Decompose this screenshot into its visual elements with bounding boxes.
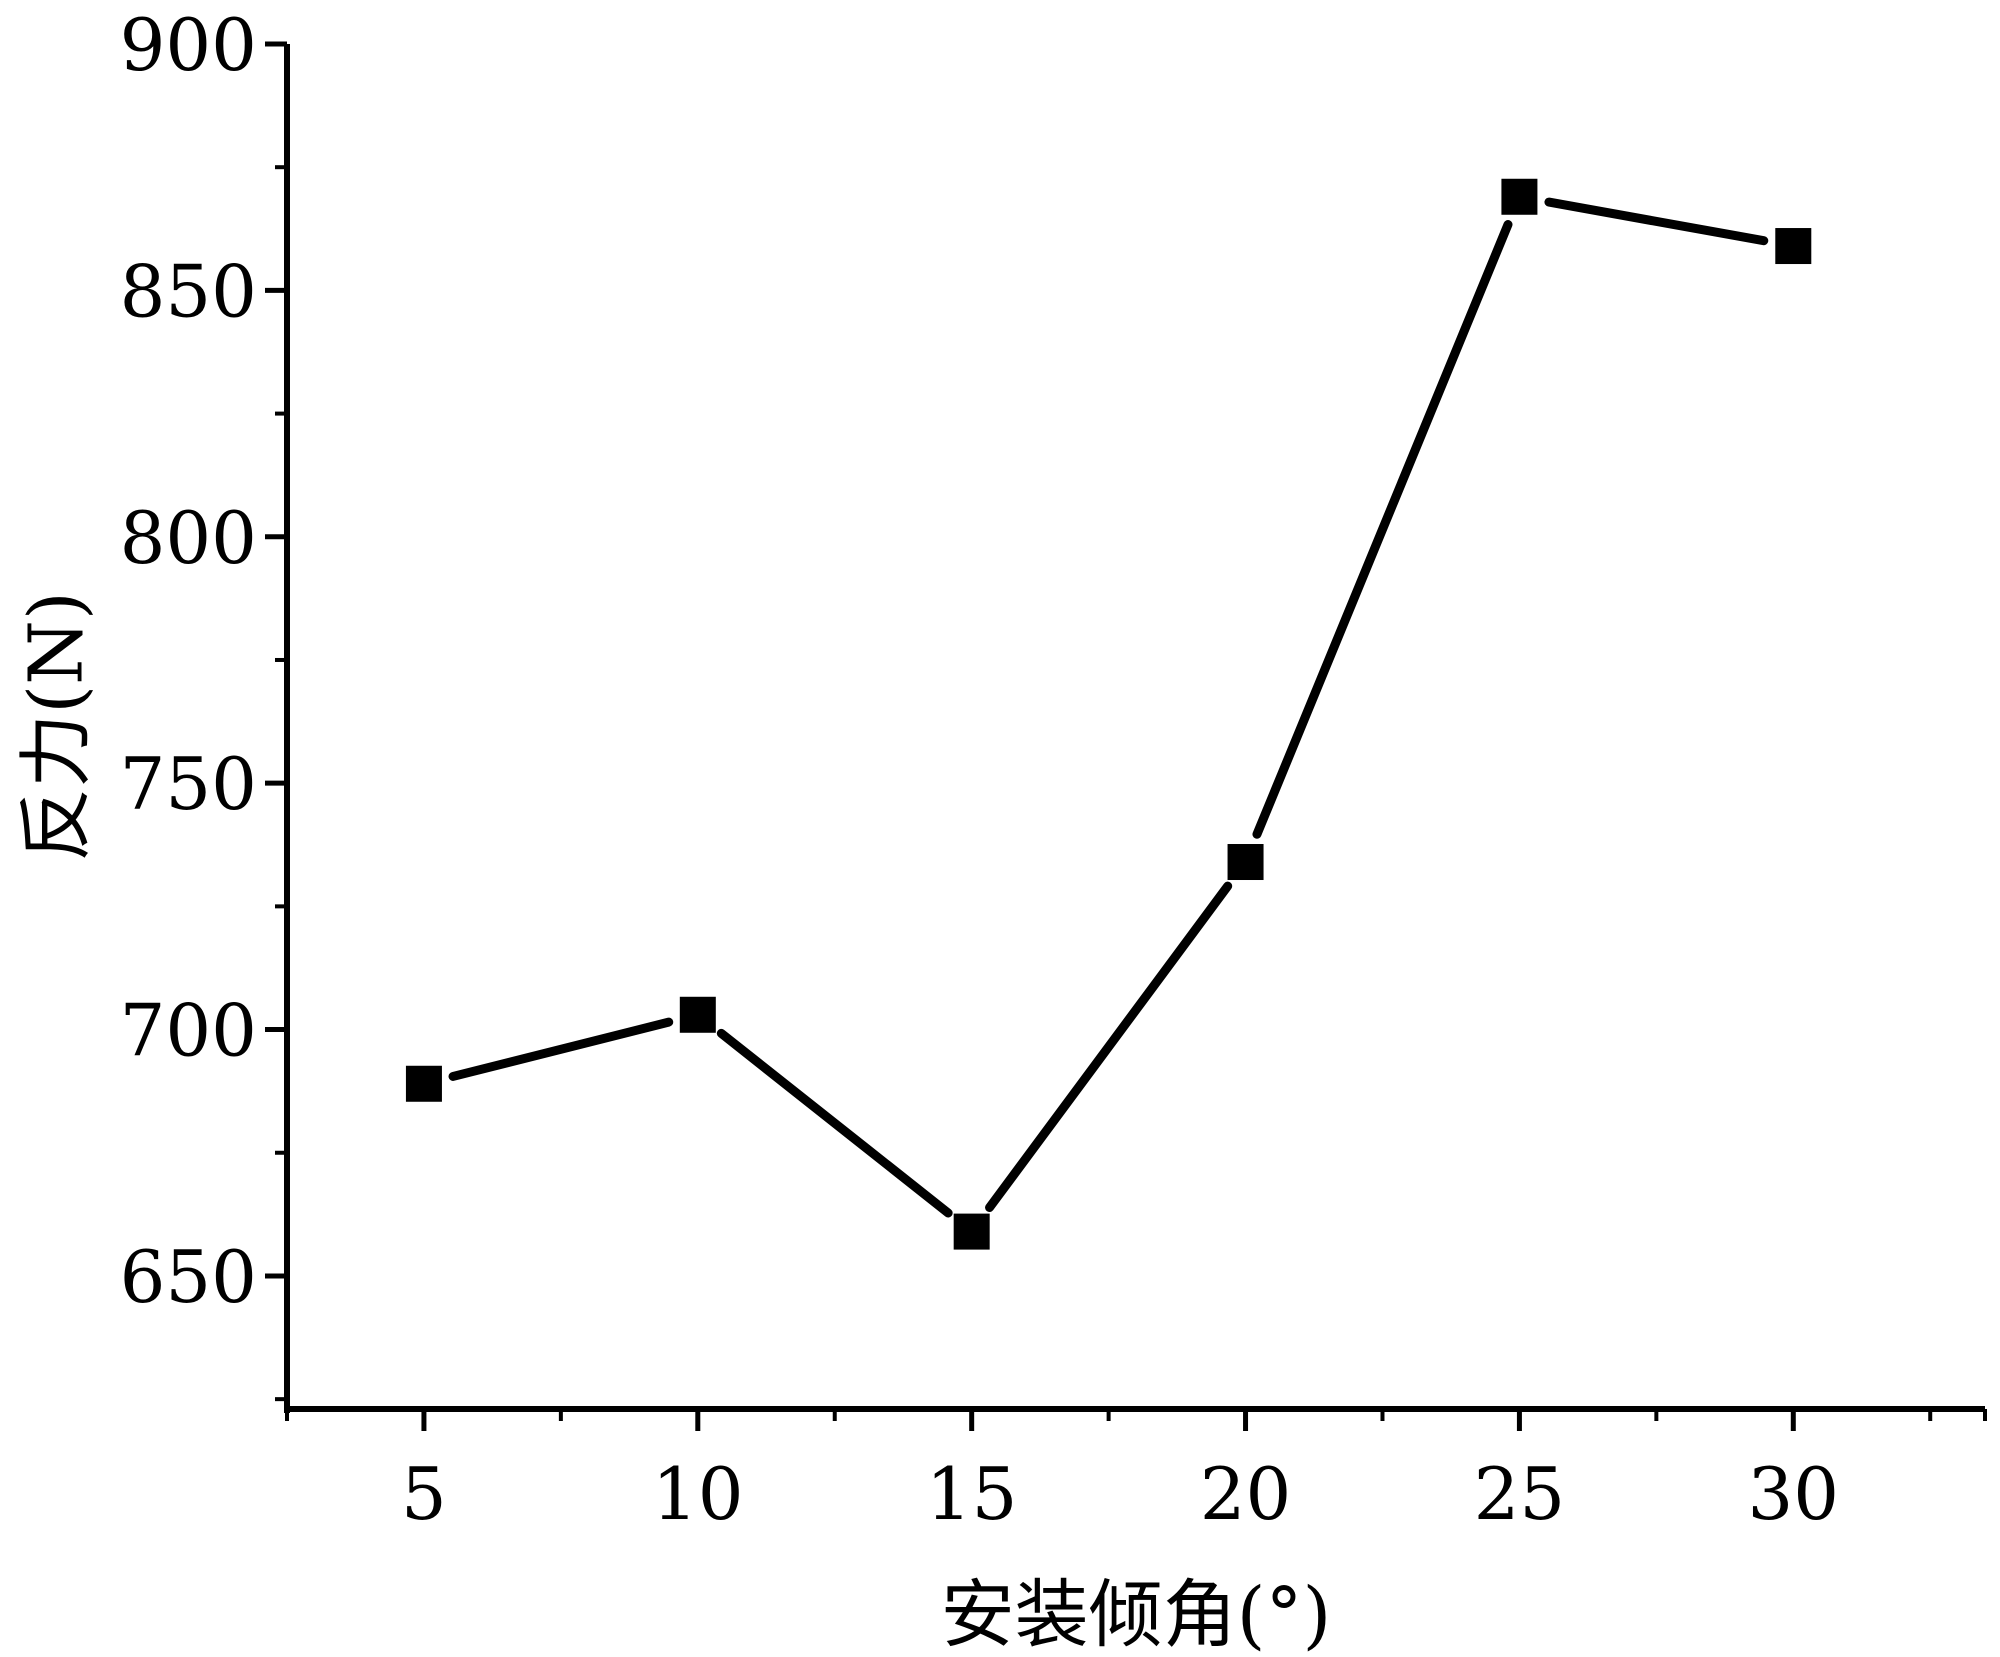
data-point-marker — [1227, 844, 1264, 881]
series-line-segment — [716, 1028, 953, 1218]
data-point-marker — [953, 1213, 990, 1250]
x-tick-label: 20 — [1200, 1452, 1292, 1536]
x-tick-label: 10 — [652, 1452, 744, 1536]
data-point-marker — [1775, 228, 1812, 265]
series-lines — [448, 197, 1769, 1218]
y-tick-label: 650 — [120, 1235, 257, 1319]
series-line-segment — [1252, 220, 1513, 839]
y-tick-labels: 650 700 750 800 850 900 — [120, 3, 257, 1319]
y-tick-label: 900 — [120, 3, 257, 87]
y-axis-title: 反力(N) — [13, 591, 99, 862]
x-tick-label: 30 — [1747, 1452, 1839, 1536]
axes — [284, 44, 1985, 1413]
x-tick-labels: 5 10 15 20 25 30 — [401, 1452, 1839, 1536]
x-tick-label: 15 — [926, 1452, 1018, 1536]
series-line-segment — [1544, 197, 1769, 246]
data-point-marker — [679, 996, 716, 1033]
y-tick-label: 750 — [120, 742, 257, 826]
series-line-segment — [448, 1017, 674, 1081]
data-point-marker — [405, 1065, 442, 1102]
data-point-marker — [1501, 178, 1538, 215]
y-tick-label: 800 — [120, 496, 257, 580]
series-line-segment — [985, 881, 1233, 1212]
y-tick-label: 850 — [120, 249, 257, 333]
tick-marks — [265, 41, 1987, 1431]
x-tick-label: 5 — [401, 1452, 447, 1536]
series-markers — [405, 178, 1812, 1250]
x-axis-title: 安装倾角(°) — [941, 1572, 1332, 1657]
y-tick-label: 700 — [120, 989, 257, 1073]
x-tick-label: 25 — [1474, 1452, 1566, 1536]
